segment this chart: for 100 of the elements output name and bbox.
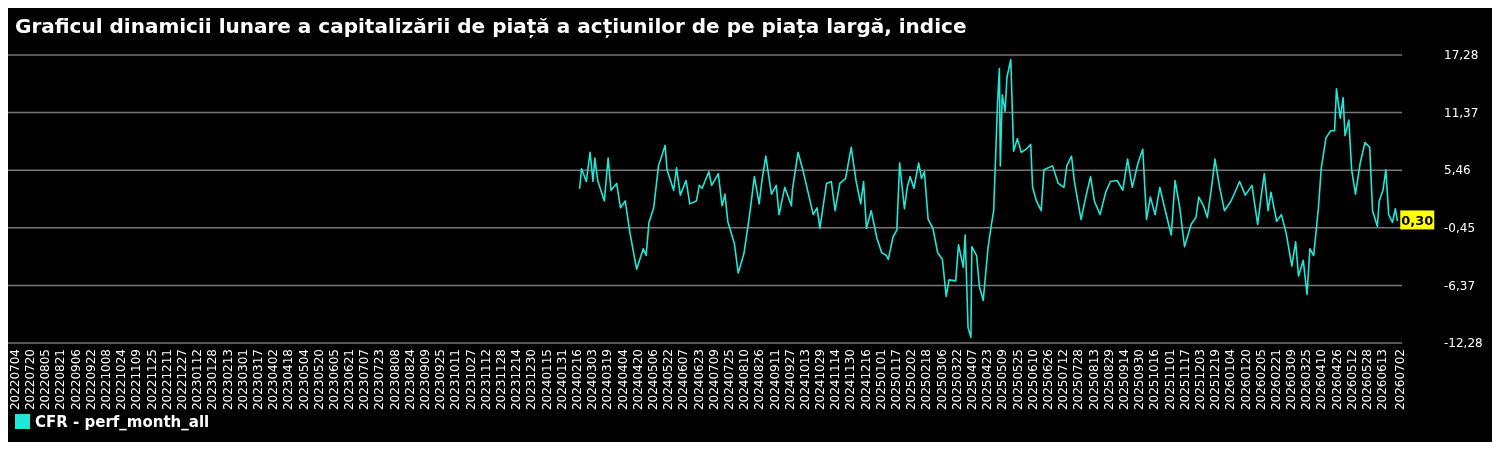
x-tick-label: 20260410 xyxy=(1314,349,1329,411)
x-tick-label: 20251101 xyxy=(1162,349,1177,411)
x-tick-label: 20250829 xyxy=(1101,349,1116,411)
x-tick-label: 20260702 xyxy=(1393,349,1408,411)
x-tick-label: 20260309 xyxy=(1284,349,1299,411)
x-tick-label: 20231128 xyxy=(494,349,509,411)
x-tick-label: 20221109 xyxy=(129,349,144,411)
annotation: 0,30 xyxy=(1401,212,1434,228)
x-tick-label: 20260528 xyxy=(1360,349,1375,411)
y-tick-label: 17,28 xyxy=(1444,48,1479,63)
x-tick-label: 20230112 xyxy=(190,349,205,411)
x-tick-label: 20221008 xyxy=(99,349,114,411)
x-tick-label: 20260325 xyxy=(1299,349,1314,411)
chart-title: Graficul dinamicii lunare a capitalizării de piață a acțiunilor de pe piața largă, indice xyxy=(15,14,967,38)
x-tick-label: 20230909 xyxy=(418,349,433,411)
x-tick-label: 20231112 xyxy=(478,349,493,411)
x-tick-label: 20220805 xyxy=(38,349,53,411)
x-tick-label: 20240216 xyxy=(570,349,585,411)
x-tick-label: 20240303 xyxy=(585,349,600,411)
x-tick-label: 20221211 xyxy=(159,349,174,411)
x-tick-label: 20260426 xyxy=(1329,349,1344,411)
x-tick-label: 20230808 xyxy=(387,349,402,411)
x-tick-label: 20240420 xyxy=(630,349,645,411)
x-tick-label: 20260512 xyxy=(1344,349,1359,411)
x-tick-label: 20241013 xyxy=(797,349,812,411)
y-tick-label: -12,28 xyxy=(1444,336,1483,351)
x-tick-label: 20250728 xyxy=(1071,349,1086,411)
x-tick-label: 20240826 xyxy=(752,349,767,411)
x-tick-label: 20230128 xyxy=(205,349,220,411)
x-tick-label: 20220922 xyxy=(83,349,98,411)
x-tick-label: 20251203 xyxy=(1192,349,1207,411)
y-tick-label: -6,37 xyxy=(1444,278,1476,293)
x-tick-label: 20240810 xyxy=(737,349,752,411)
x-tick-label: 20260221 xyxy=(1268,349,1283,411)
x-tick-label: 20250525 xyxy=(1010,349,1025,411)
x-tick-label: 20220821 xyxy=(53,349,68,411)
x-tick-label: 20230418 xyxy=(281,349,296,411)
x-tick-label: 20241029 xyxy=(813,349,828,411)
x-tick-label: 20250626 xyxy=(1041,349,1055,411)
x-tick-label: 20250914 xyxy=(1116,349,1131,411)
y-tick-label: 5,46 xyxy=(1444,163,1471,178)
x-tick-label: 20250101 xyxy=(873,349,888,411)
x-tick-label: 20250306 xyxy=(934,349,949,411)
x-tick-label: 20250117 xyxy=(889,349,904,411)
x-tick-label: 20240115 xyxy=(539,349,554,411)
x-tick-label: 20260104 xyxy=(1223,349,1238,411)
x-tick-label: 20240506 xyxy=(645,349,660,411)
x-tick-label: 20241114 xyxy=(828,349,843,411)
x-tick-label: 20241130 xyxy=(843,349,858,411)
x-tick-label: 20220704 xyxy=(7,349,22,411)
x-tick-label: 20230402 xyxy=(266,349,281,411)
x-tick-label: 20250202 xyxy=(904,349,919,411)
x-tick-label: 20231230 xyxy=(524,349,539,411)
x-tick-label: 20240927 xyxy=(782,349,797,411)
x-tick-label: 20251016 xyxy=(1147,349,1162,411)
x-tick-label: 20230824 xyxy=(402,349,417,411)
x-tick-label: 20230707 xyxy=(357,349,372,411)
x-tick-label: 20230723 xyxy=(372,349,387,411)
x-tick-label: 20250322 xyxy=(949,349,964,411)
x-tick-label: 20250930 xyxy=(1132,349,1147,411)
line-series xyxy=(578,58,1399,339)
x-tick-label: 20231027 xyxy=(463,349,478,411)
x-tick-label: 20240725 xyxy=(721,349,736,411)
x-tick-label: 20240623 xyxy=(691,349,706,411)
x-tick-label: 20251117 xyxy=(1177,349,1192,411)
x-tick-label: 20230605 xyxy=(326,349,341,411)
x-tick-label: 20240607 xyxy=(676,349,691,411)
x-tick-label: 20250610 xyxy=(1025,349,1040,411)
x-tick-label: 20240404 xyxy=(615,349,630,411)
x-tick-label: 20230317 xyxy=(250,349,265,411)
x-tick-label: 20221024 xyxy=(114,349,129,411)
x-tick-label: 20240522 xyxy=(661,349,676,411)
y-tick-label: -0,45 xyxy=(1444,220,1476,235)
x-tick-label: 20240709 xyxy=(706,349,721,411)
x-tick-label: 20260120 xyxy=(1238,349,1253,411)
x-tick-label: 20250509 xyxy=(995,349,1010,411)
x-tick-label: 20241216 xyxy=(858,349,873,411)
x-tick-label: 20260205 xyxy=(1253,349,1268,411)
x-tick-label: 20250813 xyxy=(1086,349,1101,411)
x-tick-label: 20230504 xyxy=(296,349,311,411)
x-tick-label: 20250407 xyxy=(965,349,980,411)
y-tick-label: 11,37 xyxy=(1444,105,1479,120)
x-tick-label: 20231214 xyxy=(509,349,524,411)
x-tick-label: 20250218 xyxy=(919,349,934,411)
x-tick-label: 20230520 xyxy=(311,349,326,411)
x-tick-label: 20221125 xyxy=(144,349,159,411)
x-tick-label: 20250423 xyxy=(980,349,995,411)
x-tick-label: 20251219 xyxy=(1208,349,1223,411)
x-tick-label: 20230301 xyxy=(235,349,250,411)
x-tick-label: 20230213 xyxy=(220,349,235,411)
x-tick-label: 20221227 xyxy=(174,349,189,411)
x-tick-label: 20240131 xyxy=(554,349,569,411)
x-tick-label: 20240319 xyxy=(600,349,615,411)
x-tick-label: 20231011 xyxy=(448,349,463,411)
x-tick-label: 20250712 xyxy=(1056,349,1071,411)
x-tick-label: 20230925 xyxy=(433,349,448,411)
legend-label: CFR - perf_month_all xyxy=(35,413,210,432)
x-tick-label: 20240911 xyxy=(767,349,782,411)
x-tick-label: 20230621 xyxy=(342,349,357,411)
x-tick-label: 20220906 xyxy=(68,349,83,411)
